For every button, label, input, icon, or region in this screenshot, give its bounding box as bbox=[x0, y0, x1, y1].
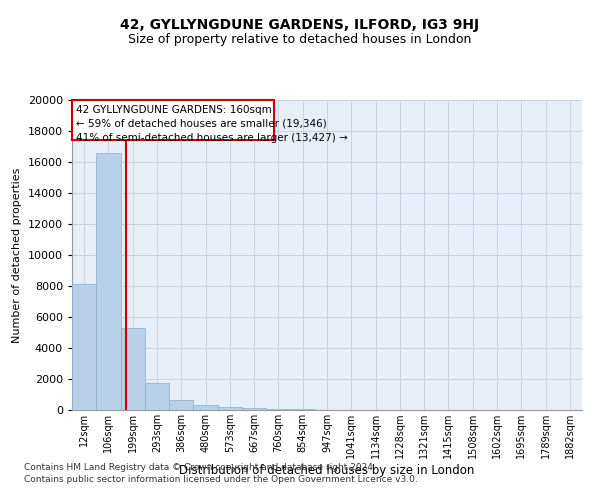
Bar bbox=[121, 328, 145, 410]
Bar bbox=[145, 383, 169, 410]
Text: Contains HM Land Registry data © Crown copyright and database right 2024.: Contains HM Land Registry data © Crown c… bbox=[24, 464, 376, 472]
Bar bbox=[266, 409, 290, 410]
Bar bbox=[193, 405, 218, 410]
Bar bbox=[218, 407, 242, 410]
Text: 42, GYLLYNGDUNE GARDENS, ILFORD, IG3 9HJ: 42, GYLLYNGDUNE GARDENS, ILFORD, IG3 9HJ bbox=[121, 18, 479, 32]
Bar bbox=[242, 408, 266, 410]
Bar bbox=[290, 409, 315, 410]
X-axis label: Distribution of detached houses by size in London: Distribution of detached houses by size … bbox=[179, 464, 475, 477]
Text: Size of property relative to detached houses in London: Size of property relative to detached ho… bbox=[128, 32, 472, 46]
Bar bbox=[169, 400, 193, 410]
Text: Contains public sector information licensed under the Open Government Licence v3: Contains public sector information licen… bbox=[24, 475, 418, 484]
Text: 42 GYLLYNGDUNE GARDENS: 160sqm
← 59% of detached houses are smaller (19,346)
41%: 42 GYLLYNGDUNE GARDENS: 160sqm ← 59% of … bbox=[76, 104, 348, 142]
Y-axis label: Number of detached properties: Number of detached properties bbox=[12, 168, 22, 342]
Bar bbox=[96, 152, 121, 410]
Bar bbox=[72, 284, 96, 410]
FancyBboxPatch shape bbox=[73, 100, 274, 140]
